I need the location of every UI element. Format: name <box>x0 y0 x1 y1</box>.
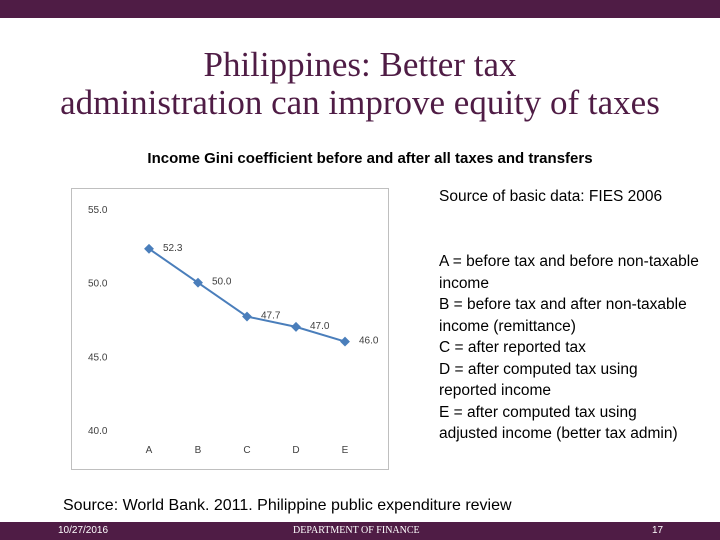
y-tick-label: 40.0 <box>88 426 108 437</box>
data-point <box>193 277 203 288</box>
footer-page-number: 17 <box>652 525 664 536</box>
data-point <box>340 336 350 347</box>
legend-line-a: A = before tax and before non-taxable in… <box>439 253 699 292</box>
data-label: 47.7 <box>261 311 281 322</box>
legend-line-c: C = after reported tax <box>439 339 586 356</box>
category-legend: A = before tax and before non-taxable in… <box>439 251 699 445</box>
data-point <box>242 311 252 322</box>
y-tick-label: 55.0 <box>88 205 108 216</box>
source-basic-data: Source of basic data: FIES 2006 <box>439 188 663 205</box>
data-label: 52.3 <box>163 243 183 254</box>
x-tick-label: B <box>195 445 202 456</box>
source-citation: Source: World Bank. 2011. Philippine pub… <box>63 497 512 514</box>
gini-line-chart: 55.0 50.0 45.0 40.0 A B C D E 52.3 50.0 47.7 47.0 46.… <box>88 205 379 456</box>
data-point <box>291 321 301 332</box>
footer-department: DEPARTMENT OF FINANCE <box>293 525 420 536</box>
title-line-1: Philippines: Better tax <box>203 45 517 84</box>
x-tick-label: E <box>342 445 349 456</box>
y-tick-label: 50.0 <box>88 279 108 290</box>
legend-line-d: D = after computed tax using reported in… <box>439 360 638 400</box>
x-tick-label: A <box>146 445 153 456</box>
legend-line-b: B = before tax and after non-taxable inc… <box>439 296 687 335</box>
x-tick-label: C <box>243 445 250 456</box>
y-tick-label: 45.0 <box>88 352 108 363</box>
chart-frame: 55.0 50.0 45.0 40.0 A B C D E 52.3 50.0 47.7 47.0 46.… <box>71 188 389 470</box>
data-label: 46.0 <box>359 336 379 347</box>
data-point <box>144 243 154 254</box>
data-label: 50.0 <box>212 277 232 288</box>
footer-bar: 10/27/2016 DEPARTMENT OF FINANCE 17 <box>0 522 720 540</box>
chart-heading: Income Gini coefficient before and after… <box>147 150 593 167</box>
footer-date: 10/27/2016 <box>58 525 109 536</box>
x-tick-label: D <box>292 445 299 456</box>
legend-line-e: E = after computed tax using adjusted in… <box>439 403 678 443</box>
title-line-2: administration can improve equity of tax… <box>60 83 660 122</box>
data-label: 47.0 <box>310 321 330 332</box>
page-title: Philippines: Better tax administration c… <box>0 46 720 122</box>
top-bar <box>0 0 720 18</box>
